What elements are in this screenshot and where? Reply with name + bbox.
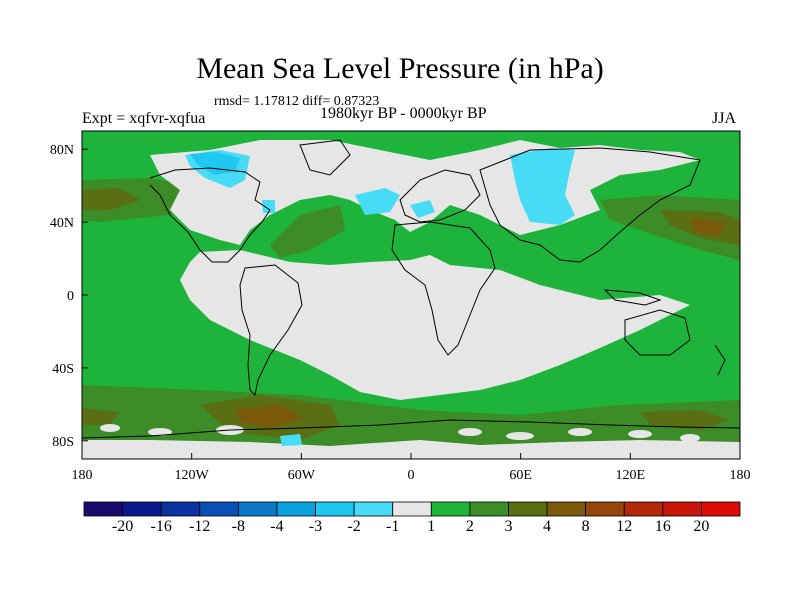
rmsd-diff-stats: rmsd= 1.17812 diff= 0.87323	[214, 94, 380, 109]
map-plot-area	[82, 131, 740, 459]
y-tick-label: 80S	[52, 435, 74, 450]
colorbar-label: 2	[465, 518, 474, 535]
colorbar-swatch	[585, 501, 625, 517]
x-tick-label: 180	[72, 468, 93, 483]
field-region	[262, 200, 275, 213]
field-region	[190, 152, 240, 175]
colorbar-swatch	[392, 501, 432, 517]
field-patch	[148, 428, 172, 436]
colorbar-swatch	[623, 501, 664, 517]
x-tick-label: 120E	[616, 468, 646, 483]
y-tick-label: 40N	[50, 216, 74, 231]
coastline-europe	[399, 169, 481, 223]
colorbar-swatch	[546, 501, 587, 517]
colorbar-label: -3	[308, 518, 323, 535]
coastline-new-zealand	[714, 344, 726, 376]
colorbar-label: 3	[504, 518, 513, 535]
axis-ticks: 180 120W 60W 0 60E 120E 180 80N 40N 0 40S 80S	[50, 143, 751, 483]
season-label: JJA	[712, 110, 737, 127]
colorbar-swatch	[508, 501, 548, 517]
field-region	[355, 188, 400, 215]
field-patch	[506, 432, 534, 440]
field-region	[82, 408, 120, 425]
coastline-greenland	[299, 139, 351, 176]
colorbar-label: 1	[427, 518, 436, 535]
field-region	[510, 148, 575, 225]
coastline-australia	[624, 309, 691, 356]
y-tick-label: 40S	[52, 362, 74, 377]
coastline-south-america	[239, 264, 303, 397]
y-tick-label: 80N	[50, 143, 74, 158]
colorbar-label: -20	[111, 518, 134, 535]
colorbar-label: -8	[231, 518, 246, 535]
coastline-indonesia	[603, 289, 662, 306]
y-tick-label: 0	[67, 289, 74, 304]
colorbar-swatch	[430, 501, 471, 517]
colorbar-swatch	[160, 501, 201, 517]
colorbar-swatch	[199, 501, 239, 517]
field-patch	[458, 428, 482, 436]
coastline-north-america	[149, 167, 271, 263]
experiment-label: Expt = xqfvr-xqfua	[82, 110, 206, 127]
colorbar-label: -16	[150, 518, 172, 535]
field-patch	[568, 428, 592, 436]
coastline-antarctica	[82, 419, 740, 439]
coastline-asia	[479, 147, 701, 263]
map-title: Mean Sea Level Pressure (in hPa)	[196, 52, 604, 85]
coastlines	[82, 139, 740, 439]
colorbar-label: -12	[189, 518, 211, 535]
colorbar-label: 16	[654, 518, 671, 535]
colorbar-label: 12	[616, 518, 633, 535]
colorbar-swatch	[701, 501, 741, 517]
colorbar-label: -2	[347, 518, 361, 535]
colorbar-label: -4	[270, 518, 284, 535]
field-region	[280, 434, 302, 446]
x-tick-label: 60E	[509, 468, 532, 483]
field-region	[600, 195, 740, 260]
colorbar-swatch	[237, 501, 278, 517]
x-tick-label: 180	[730, 468, 751, 483]
colorbar-label: -1	[386, 518, 400, 535]
field-region	[82, 188, 140, 210]
field-patch	[100, 424, 120, 432]
colorbar-label: 4	[543, 518, 552, 535]
colorbar-swatch	[469, 501, 509, 517]
field-region	[235, 405, 305, 428]
colorbar-label: 20	[693, 518, 710, 535]
colorbar-swatch	[315, 501, 355, 517]
field-region	[270, 205, 345, 258]
field-patch	[680, 434, 700, 442]
field-patch	[628, 430, 652, 438]
x-tick-label: 0	[408, 468, 415, 483]
x-tick-label: 120W	[175, 468, 210, 483]
field-region	[330, 340, 430, 395]
field-region	[82, 440, 740, 459]
field-region	[640, 410, 730, 430]
colorbar-swatch	[122, 501, 162, 517]
x-tick-label: 60W	[288, 468, 316, 483]
colorbar-swatch	[83, 501, 123, 517]
colorbar-label: 8	[581, 518, 590, 535]
colorbar-swatch	[353, 501, 394, 517]
period-label: 1980kyr BP - 0000kyr BP	[320, 105, 487, 122]
colorbar-swatch	[662, 501, 702, 517]
colorbar-swatch	[276, 501, 316, 517]
colorbar	[83, 501, 741, 517]
coastline-africa	[391, 221, 496, 356]
field-region	[690, 218, 725, 236]
field-region	[410, 200, 435, 218]
